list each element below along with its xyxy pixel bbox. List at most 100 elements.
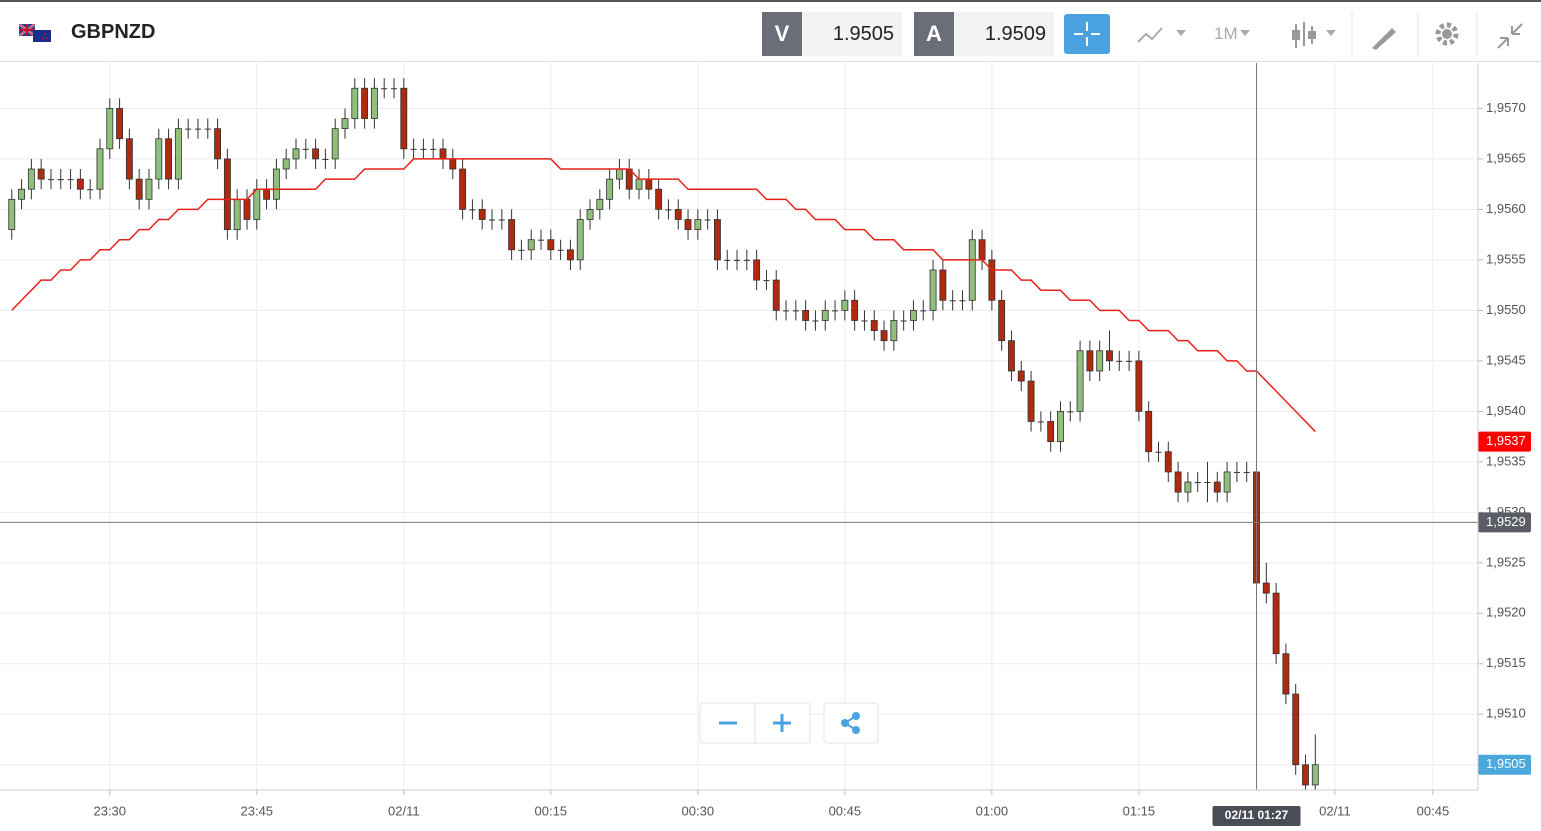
candle-body <box>1311 764 1319 786</box>
candle-body <box>734 259 741 261</box>
candle-body <box>665 209 672 211</box>
candle-body <box>1135 360 1143 412</box>
ask-price: 1.9509 <box>954 12 1054 56</box>
x-tick-label: 00:45 <box>829 803 862 818</box>
candle-body <box>518 249 525 251</box>
candle-body <box>1096 350 1104 372</box>
y-tick-label: 1,9545 <box>1486 352 1526 367</box>
bid-price: 1.9505 <box>802 12 902 56</box>
y-tick-label: 1,9535 <box>1486 453 1526 468</box>
candle-body <box>1243 471 1250 473</box>
candle-body <box>488 219 496 221</box>
toolbar-icons[interactable] <box>1120 12 1540 56</box>
candle-body <box>57 179 64 181</box>
moving-average <box>11 158 1316 433</box>
candle-body <box>832 310 839 312</box>
y-tick-label: 1,9525 <box>1486 554 1526 569</box>
bid-button[interactable]: V <box>762 12 802 56</box>
x-tick-label: 01:00 <box>976 803 1009 818</box>
candle-body <box>851 299 859 321</box>
candle-body <box>890 320 898 342</box>
candle-body <box>233 198 241 231</box>
x-tick-label: 02/11 <box>388 803 420 818</box>
candle-body <box>27 168 35 190</box>
candle-body <box>155 138 163 180</box>
x-tick-label: 00:45 <box>1417 803 1450 818</box>
candle-body <box>8 198 16 231</box>
candle-body <box>1126 360 1133 362</box>
candle-body <box>841 299 849 311</box>
candle-body <box>557 249 564 251</box>
y-tick-label: 1,9570 <box>1486 100 1526 115</box>
candle-body <box>1017 370 1025 382</box>
candle-body <box>1008 340 1015 372</box>
candle-body <box>204 128 211 130</box>
ask-button[interactable]: A <box>914 12 954 56</box>
candle-body <box>1174 471 1182 493</box>
candle-body <box>37 168 45 180</box>
zoom-controls[interactable] <box>699 702 879 744</box>
candle-body <box>214 128 222 160</box>
candle-body <box>674 209 682 220</box>
candle-body <box>1116 360 1123 362</box>
price-label-bg <box>1478 431 1531 452</box>
candle-body <box>125 138 133 180</box>
candle-body <box>459 168 467 210</box>
candle-body <box>331 128 339 160</box>
y-tick-label: 1,9520 <box>1486 605 1526 620</box>
candle-body <box>566 249 574 261</box>
crosshair-y-label: 1,9529 <box>1486 514 1526 529</box>
candle-body <box>87 189 94 191</box>
candle-body <box>547 239 555 251</box>
candle-body <box>684 219 692 231</box>
candle-body <box>1037 421 1044 423</box>
x-tick-label: 00:15 <box>535 803 568 818</box>
candle-body <box>185 128 192 130</box>
candle-body <box>469 209 476 211</box>
candle-body <box>910 309 917 321</box>
candle-body <box>1184 481 1192 493</box>
candle-body <box>302 148 309 150</box>
candle-body <box>988 259 996 301</box>
candle-body <box>449 158 457 170</box>
y-tick-label: 1,9515 <box>1486 655 1526 670</box>
symbol: GBPNZD <box>71 21 156 43</box>
candle-body <box>243 198 251 220</box>
candle-body <box>812 320 819 322</box>
crosshair-x-label: 02/11 01:27 <box>1225 808 1289 822</box>
candle-body <box>1155 451 1162 453</box>
candle-body <box>920 310 927 312</box>
candle-body <box>390 88 398 90</box>
candle-body <box>939 269 947 301</box>
candle-body <box>1233 471 1240 473</box>
candle-body <box>253 188 261 220</box>
candle-body <box>694 219 702 231</box>
toolbar: GBPNZD V 1.9505 A 1.9509 1M <box>0 0 1541 62</box>
candle-body <box>96 148 104 190</box>
candle-body <box>1302 764 1309 786</box>
candle-body <box>361 87 369 119</box>
candle-body <box>47 179 55 181</box>
candle-body <box>1047 421 1055 443</box>
x-tick-label: 23:30 <box>93 803 126 818</box>
price-label: 1,9505 <box>1486 756 1526 771</box>
candle-body <box>165 138 173 180</box>
candle-body <box>1027 380 1035 422</box>
candle-body <box>704 219 711 221</box>
candle-body <box>586 209 594 220</box>
y-tick-label: 1,9565 <box>1486 150 1526 165</box>
candle-body <box>106 108 114 150</box>
candle-body <box>772 279 780 311</box>
candle-body <box>576 219 584 261</box>
timeframe[interactable]: 1M <box>1214 24 1238 43</box>
candle-body <box>1076 350 1084 412</box>
candle-body <box>1086 350 1094 372</box>
candle-body <box>322 158 329 160</box>
y-tick-label: 1,9555 <box>1486 251 1526 266</box>
candle-body <box>1106 350 1113 362</box>
crosshair-x-label-bg <box>1212 806 1301 826</box>
crosshair-button[interactable] <box>1064 14 1110 54</box>
candle-body <box>978 239 986 261</box>
x-tick-label: 01:15 <box>1123 803 1156 818</box>
